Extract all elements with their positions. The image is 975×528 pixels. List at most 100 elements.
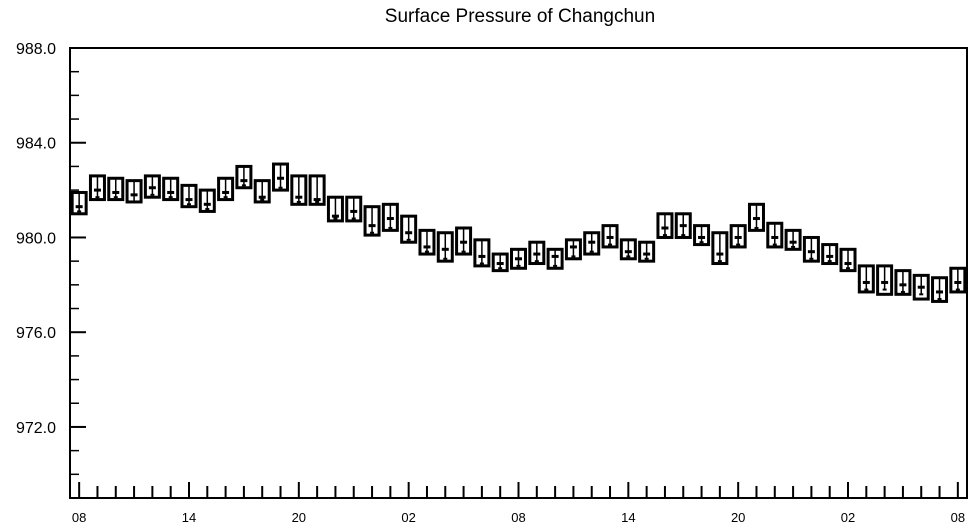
box-glyph <box>198 188 216 213</box>
box-glyph <box>619 238 637 261</box>
box-outline <box>235 164 253 190</box>
box-series <box>70 162 967 303</box>
box-glyph <box>638 240 656 263</box>
box-glyph <box>711 231 729 266</box>
plot-frame <box>69 47 968 499</box>
box-outline <box>638 240 656 263</box>
box-outline <box>949 266 967 294</box>
box-outline <box>857 264 875 294</box>
box-glyph <box>693 224 711 247</box>
chart-title: Surface Pressure of Changchun <box>385 6 655 27</box>
box-glyph <box>747 202 765 232</box>
x-tick-label: 08 <box>951 510 965 525</box>
box-glyph <box>546 247 564 270</box>
box-glyph <box>363 205 381 237</box>
box-outline <box>363 205 381 237</box>
box-outline <box>326 195 344 223</box>
box-glyph <box>290 174 308 206</box>
box-glyph <box>143 174 161 199</box>
y-tick-label: 980.0 <box>16 230 56 247</box>
box-glyph <box>564 238 582 261</box>
box-outline <box>546 247 564 270</box>
box-glyph <box>729 224 747 249</box>
box-glyph <box>674 212 692 239</box>
box-outline <box>198 188 216 213</box>
box-glyph <box>308 174 326 206</box>
y-tick-label: 972.0 <box>16 420 56 437</box>
y-axis: 972.0 976.0 980.0 984.0 988.0 <box>16 41 86 499</box>
box-glyph <box>583 231 601 256</box>
box-outline <box>510 247 527 270</box>
box-outline <box>436 231 454 263</box>
box-outline <box>70 190 88 216</box>
x-tick-label: 14 <box>182 510 196 525</box>
y-tick-label: 984.0 <box>16 136 56 153</box>
box-glyph <box>894 269 912 296</box>
box-outline <box>693 224 711 247</box>
box-glyph <box>345 195 363 223</box>
box-outline <box>656 212 674 239</box>
box-outline <box>747 202 765 232</box>
box-outline <box>729 224 747 249</box>
x-tick-label: 14 <box>621 510 635 525</box>
x-tick-label: 02 <box>401 510 415 525</box>
box-outline <box>711 231 729 266</box>
box-outline <box>272 162 290 192</box>
x-tick-label: 08 <box>511 510 525 525</box>
box-outline <box>894 269 912 296</box>
box-glyph <box>235 164 253 190</box>
box-glyph <box>857 264 875 294</box>
box-outline <box>912 273 930 301</box>
box-outline <box>583 231 601 256</box>
box-outline <box>784 228 802 251</box>
box-glyph <box>455 226 473 256</box>
x-tick-label: 02 <box>841 510 855 525</box>
y-tick-label: 988.0 <box>16 41 56 58</box>
box-outline <box>107 176 125 202</box>
box-glyph <box>70 190 88 216</box>
box-outline <box>88 174 106 202</box>
box-outline <box>217 176 235 202</box>
box-glyph <box>88 174 106 202</box>
box-glyph <box>656 212 674 239</box>
box-glyph <box>162 176 180 202</box>
box-outline <box>821 243 839 266</box>
box-outline <box>931 276 949 303</box>
x-tick-label: 20 <box>731 510 745 525</box>
box-glyph <box>473 238 491 268</box>
box-glyph <box>180 183 198 209</box>
box-glyph <box>784 228 802 251</box>
box-glyph <box>436 231 454 263</box>
box-glyph <box>418 228 436 256</box>
box-outline <box>528 240 546 266</box>
box-glyph <box>601 224 619 249</box>
box-outline <box>180 183 198 209</box>
box-glyph <box>272 162 290 192</box>
box-glyph <box>326 195 344 223</box>
x-tick-label: 20 <box>292 510 306 525</box>
box-outline <box>455 226 473 256</box>
box-outline <box>491 252 509 273</box>
box-outline <box>253 179 271 204</box>
box-glyph <box>528 240 546 266</box>
box-outline <box>400 214 418 244</box>
box-outline <box>473 238 491 268</box>
box-glyph <box>821 243 839 266</box>
box-outline <box>802 235 820 263</box>
box-glyph <box>107 176 125 202</box>
box-outline <box>308 174 326 206</box>
box-glyph <box>912 273 930 301</box>
box-glyph <box>400 214 418 244</box>
x-axis: 08 14 20 02 08 14 20 02 08 <box>72 482 965 525</box>
box-outline <box>162 176 180 202</box>
box-glyph <box>839 247 857 273</box>
y-tick-label: 976.0 <box>16 325 56 342</box>
box-glyph <box>125 179 143 204</box>
box-glyph <box>876 264 894 296</box>
box-glyph <box>217 176 235 202</box>
box-outline <box>290 174 308 206</box>
box-outline <box>143 174 161 199</box>
box-outline <box>876 264 894 296</box>
box-glyph <box>381 202 399 232</box>
